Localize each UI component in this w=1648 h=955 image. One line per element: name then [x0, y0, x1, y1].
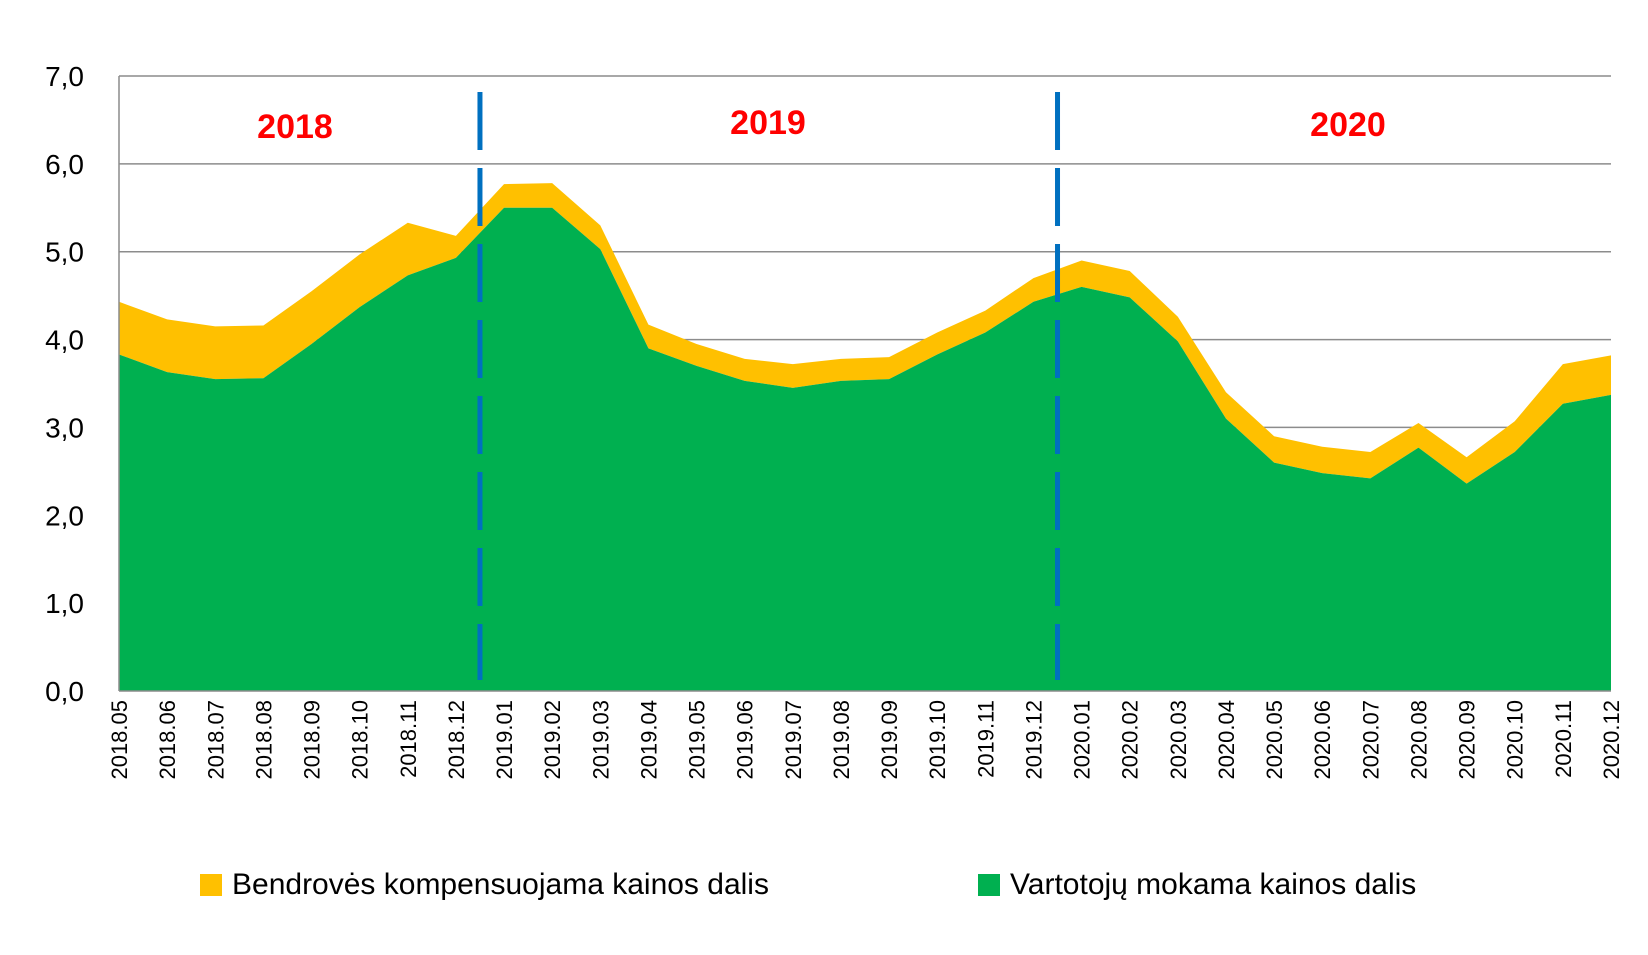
y-tick-label: 4,0 [45, 325, 84, 356]
year-label-2018: 2018 [257, 108, 333, 146]
legend-swatch-consumers [978, 874, 1000, 896]
x-tick-label: 2018.07 [203, 700, 228, 780]
x-tick-label: 2019.06 [733, 700, 758, 780]
axes [118, 76, 1611, 692]
y-tick-label: 5,0 [45, 237, 84, 268]
x-tick-label: 2019.10 [925, 700, 950, 780]
x-tick-label: 2019.05 [685, 700, 710, 780]
x-tick-label: 2020.01 [1070, 700, 1095, 780]
y-tick-label: 0,0 [45, 676, 84, 707]
year-label-2019: 2019 [730, 104, 806, 142]
legend-label-company: Bendrovės kompensuojama kainos dalis [232, 868, 769, 901]
area-company-share [119, 183, 1611, 484]
x-tick-label: 2019.08 [829, 700, 854, 780]
x-tick-label: 2020.08 [1406, 700, 1431, 780]
x-tick-label: 2020.09 [1455, 700, 1480, 780]
x-tick-label: 2020.10 [1503, 700, 1528, 780]
legend-item-consumers: Vartotojų mokama kainos dalis [978, 868, 1416, 902]
x-tick-label: 2019.11 [973, 700, 998, 778]
x-tick-label: 2018.08 [251, 700, 276, 780]
legend-swatch-company [200, 874, 222, 896]
x-tick-label: 2020.03 [1166, 700, 1191, 780]
x-tick-label: 2019.12 [1021, 700, 1046, 780]
legend-item-company: Bendrovės kompensuojama kainos dalis [200, 868, 769, 902]
year-label-2020: 2020 [1310, 106, 1386, 144]
x-tick-label: 2020.05 [1262, 700, 1287, 780]
area-consumer-share [119, 207, 1611, 692]
x-axis-ticks: 2018.05 2018.06 2018.07 2018.08 2018.09 2018.… [107, 700, 1624, 780]
x-tick-label: 2019.09 [877, 700, 902, 780]
y-axis-ticks: 0,0 1,0 2,0 3,0 4,0 5,0 6,0 7,0 [45, 61, 84, 707]
legend-label-consumers: Vartotojų mokama kainos dalis [1010, 868, 1417, 901]
x-tick-label: 2018.06 [155, 700, 180, 780]
x-tick-label: 2020.06 [1310, 700, 1335, 780]
x-tick-label: 2019.01 [492, 700, 517, 780]
area-series [119, 183, 1611, 692]
year-labels: 2018 2019 2020 [257, 104, 1386, 146]
x-tick-label: 2019.04 [636, 700, 661, 780]
x-tick-label: 2019.07 [781, 700, 806, 780]
x-tick-label: 2020.12 [1599, 700, 1624, 780]
x-tick-label: 2019.03 [588, 700, 613, 780]
y-tick-label: 6,0 [45, 149, 84, 180]
x-tick-label: 2018.09 [300, 700, 325, 780]
x-tick-label: 2018.10 [348, 700, 373, 780]
x-tick-label: 2020.11 [1551, 700, 1576, 778]
x-tick-label: 2019.02 [540, 700, 565, 780]
y-tick-label: 3,0 [45, 412, 84, 443]
y-tick-label: 7,0 [45, 61, 84, 92]
x-tick-label: 2018.05 [107, 700, 132, 780]
x-tick-label: 2018.12 [444, 700, 469, 780]
y-tick-label: 2,0 [45, 500, 84, 531]
x-tick-label: 2020.02 [1118, 700, 1143, 780]
y-tick-label: 1,0 [45, 588, 84, 619]
x-tick-label: 2018.11 [396, 700, 421, 778]
x-tick-label: 2020.07 [1358, 700, 1383, 780]
year-dividers [477, 92, 1061, 680]
x-tick-label: 2020.04 [1214, 700, 1239, 780]
